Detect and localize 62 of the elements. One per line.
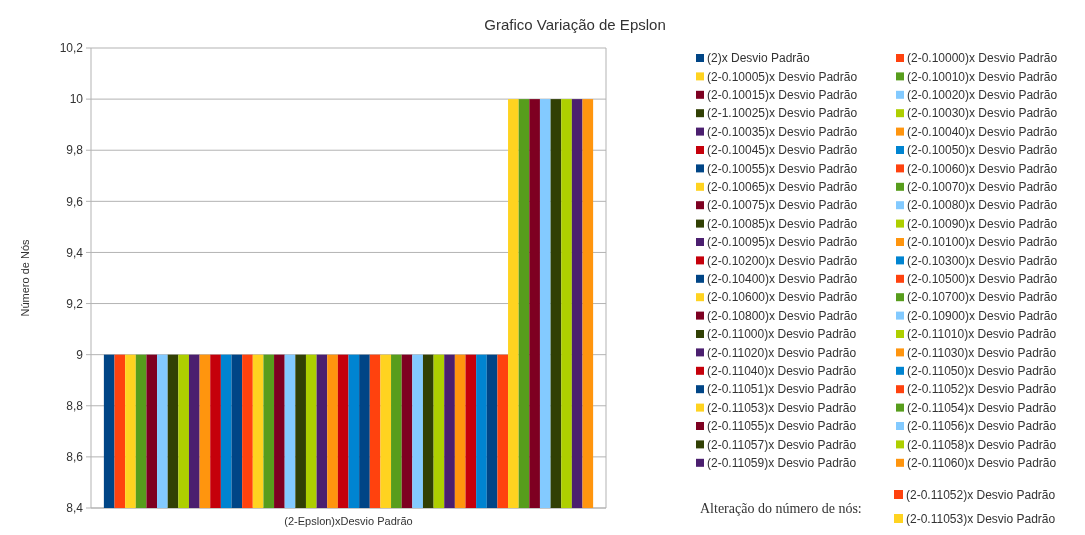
y-axis-title: Número de Nós [19,238,31,317]
legend-label: (2-0.10100)x Desvio Padrão [907,235,1058,250]
legend-label: (2-0.10500)x Desvio Padrão [907,272,1058,286]
y-tick-label: 8,6 [66,450,84,465]
legend-label: (2-0.10045)x Desvio Padrão [707,143,858,158]
legend-label: (2-0.10035)x Desvio Padrão [707,124,858,139]
legend-label: (2-0.10040)x Desvio Padrão [907,124,1058,139]
legend-label: (2-0.11053)x Desvio Padrão [707,400,857,415]
legend-label: (2-0.11052)x Desvio Padrão [907,382,1057,397]
legend-label: (2-0.10095)x Desvio Padrão [707,235,858,250]
legend-label: (2-0.10600)x Desvio Padrão [707,290,858,305]
y-tick-label: 8,4 [66,501,84,516]
text: (2-0.11053)x Desvio Padrão [906,512,1056,527]
legend-label: (2-0.10000)x Desvio Padrão [907,51,1058,66]
legend-label: (2-1.10025)x Desvio Padrão [707,106,858,121]
y-tick-label: 9,4 [66,245,84,260]
text: (2-0.11052)x Desvio Padrão [906,488,1056,503]
legend-label: (2-0.10005)x Desvio Padrão [707,69,858,84]
legend-label: (2-0.10085)x Desvio Padrão [707,216,858,231]
y-tick-label: 9 [76,347,84,362]
x-tick-label: (2-Epslon)xDesvio Padrão [284,515,413,527]
legend-label: (2-0.11058)x Desvio Padrão [907,437,1057,452]
legend-label: (2-0.10060)x Desvio Padrão [907,161,1058,176]
legend-label: (2-0.11056)x Desvio Padrão [907,419,1057,434]
text: Alteração do número de nós: [700,501,862,516]
legend-label: (2-0.10300)x Desvio Padrão [907,253,1058,268]
legend-label: (2-0.10065)x Desvio Padrão [707,180,858,194]
legend-label: (2-0.10900)x Desvio Padrão [907,308,1058,323]
legend-label: (2-0.10070)x Desvio Padrão [907,180,1058,194]
legend-label: (2-0.11040)x Desvio Padrão [707,364,857,378]
legend-label: (2-0.11020)x Desvio Padrão [707,345,857,360]
legend-label: (2-0.10030)x Desvio Padrão [907,106,1058,121]
legend-label: (2-0.10800)x Desvio Padrão [707,308,858,323]
legend-label: (2-0.10055)x Desvio Padrão [707,161,858,176]
legend-label: (2-0.11010)x Desvio Padrão [907,327,1057,342]
legend-label: (2-0.10700)x Desvio Padrão [907,290,1058,305]
legend-label: (2-0.10075)x Desvio Padrão [707,198,858,213]
legend-label: (2-0.11050)x Desvio Padrão [907,364,1057,378]
legend-label: (2-0.10090)x Desvio Padrão [907,216,1058,231]
legend-label: (2-0.11055)x Desvio Padrão [707,419,857,434]
y-tick-label: 8,8 [66,398,84,413]
chart-title: Grafico Variação de Epslon [484,16,666,33]
legend-label: (2)x Desvio Padrão [707,51,811,66]
legend-label: (2-0.11051)x Desvio Padrão [707,382,857,397]
y-tick-label: 9,8 [66,143,84,158]
legend-label: (2-0.11059)x Desvio Padrão [707,456,857,470]
y-tick-label: 10 [69,92,84,107]
legend-label: (2-0.10050)x Desvio Padrão [907,143,1058,158]
legend-label: (2-0.11060)x Desvio Padrão [907,456,1057,470]
legend-label: (2-0.10200)x Desvio Padrão [707,253,858,268]
legend-label: (2-0.11000)x Desvio Padrão [707,327,857,342]
legend-label: (2-0.10015)x Desvio Padrão [707,88,858,102]
y-tick-label: 10,2 [59,41,84,56]
legend-label: (2-0.11057)x Desvio Padrão [707,437,857,452]
y-tick-label: 9,2 [66,296,84,311]
legend-label: (2-0.10080)x Desvio Padrão [907,198,1058,213]
legend-label: (2-0.11054)x Desvio Padrão [907,400,1057,415]
legend-label: (2-0.10400)x Desvio Padrão [707,272,858,286]
legend-label: (2-0.11030)x Desvio Padrão [907,345,1057,360]
legend-label: (2-0.10020)x Desvio Padrão [907,88,1058,102]
legend-label: (2-0.10010)x Desvio Padrão [907,69,1058,84]
y-tick-label: 9,6 [66,194,84,209]
